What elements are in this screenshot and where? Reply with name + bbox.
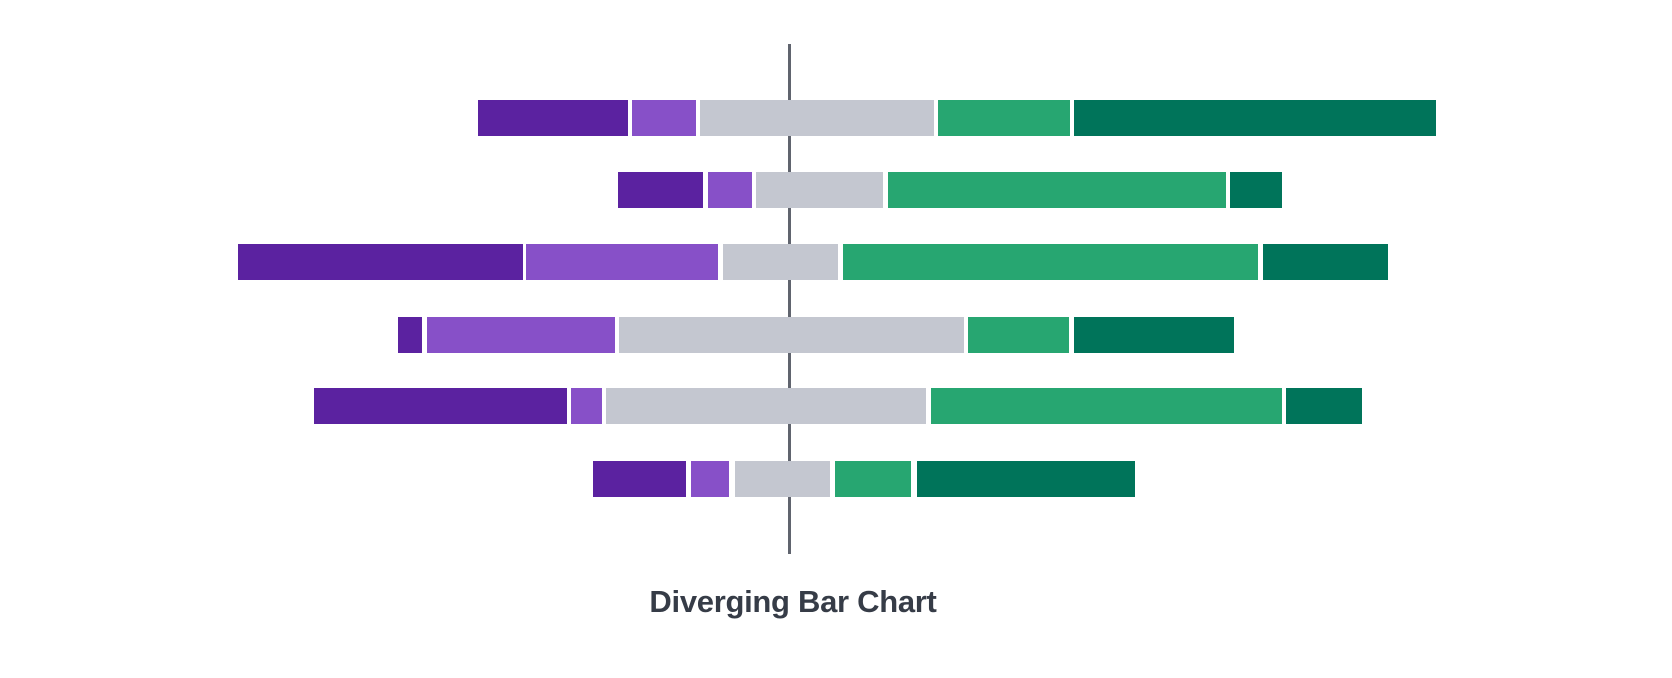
bar-segment-dark-green <box>917 461 1135 497</box>
bar-segment-gray <box>735 461 830 497</box>
bar-segment-dark-green <box>1074 317 1234 353</box>
bar-segment-green <box>968 317 1069 353</box>
bar-row <box>0 172 1672 208</box>
chart-title: Diverging Bar Chart <box>649 584 937 619</box>
bar-segment-light-purple <box>708 172 752 208</box>
bar-segment-light-purple <box>526 244 718 280</box>
bar-segment-gray <box>700 100 934 136</box>
bar-segment-green <box>835 461 911 497</box>
bar-segment-gray <box>619 317 964 353</box>
bar-row <box>0 317 1672 353</box>
bar-segment-light-purple <box>571 388 602 424</box>
bar-row <box>0 461 1672 497</box>
bar-segment-light-purple <box>632 100 696 136</box>
bar-segment-gray <box>723 244 838 280</box>
bar-segment-dark-purple <box>478 100 628 136</box>
bar-segment-dark-green <box>1286 388 1362 424</box>
bar-segment-dark-purple <box>238 244 523 280</box>
bar-segment-light-purple <box>691 461 729 497</box>
bar-row <box>0 100 1672 136</box>
bar-segment-dark-purple <box>618 172 703 208</box>
bar-segment-green <box>888 172 1226 208</box>
bar-segment-dark-purple <box>398 317 422 353</box>
bar-segment-green <box>938 100 1070 136</box>
bar-segment-gray <box>606 388 926 424</box>
bar-segment-dark-purple <box>314 388 567 424</box>
bar-segment-dark-purple <box>593 461 686 497</box>
center-axis-line <box>788 44 791 554</box>
bar-row <box>0 388 1672 424</box>
bar-row <box>0 244 1672 280</box>
bar-segment-green <box>843 244 1258 280</box>
bar-segment-light-purple <box>427 317 615 353</box>
bar-segment-dark-green <box>1263 244 1388 280</box>
bar-segment-dark-green <box>1074 100 1436 136</box>
bar-segment-gray <box>756 172 883 208</box>
bar-segment-green <box>931 388 1282 424</box>
bar-segment-dark-green <box>1230 172 1282 208</box>
